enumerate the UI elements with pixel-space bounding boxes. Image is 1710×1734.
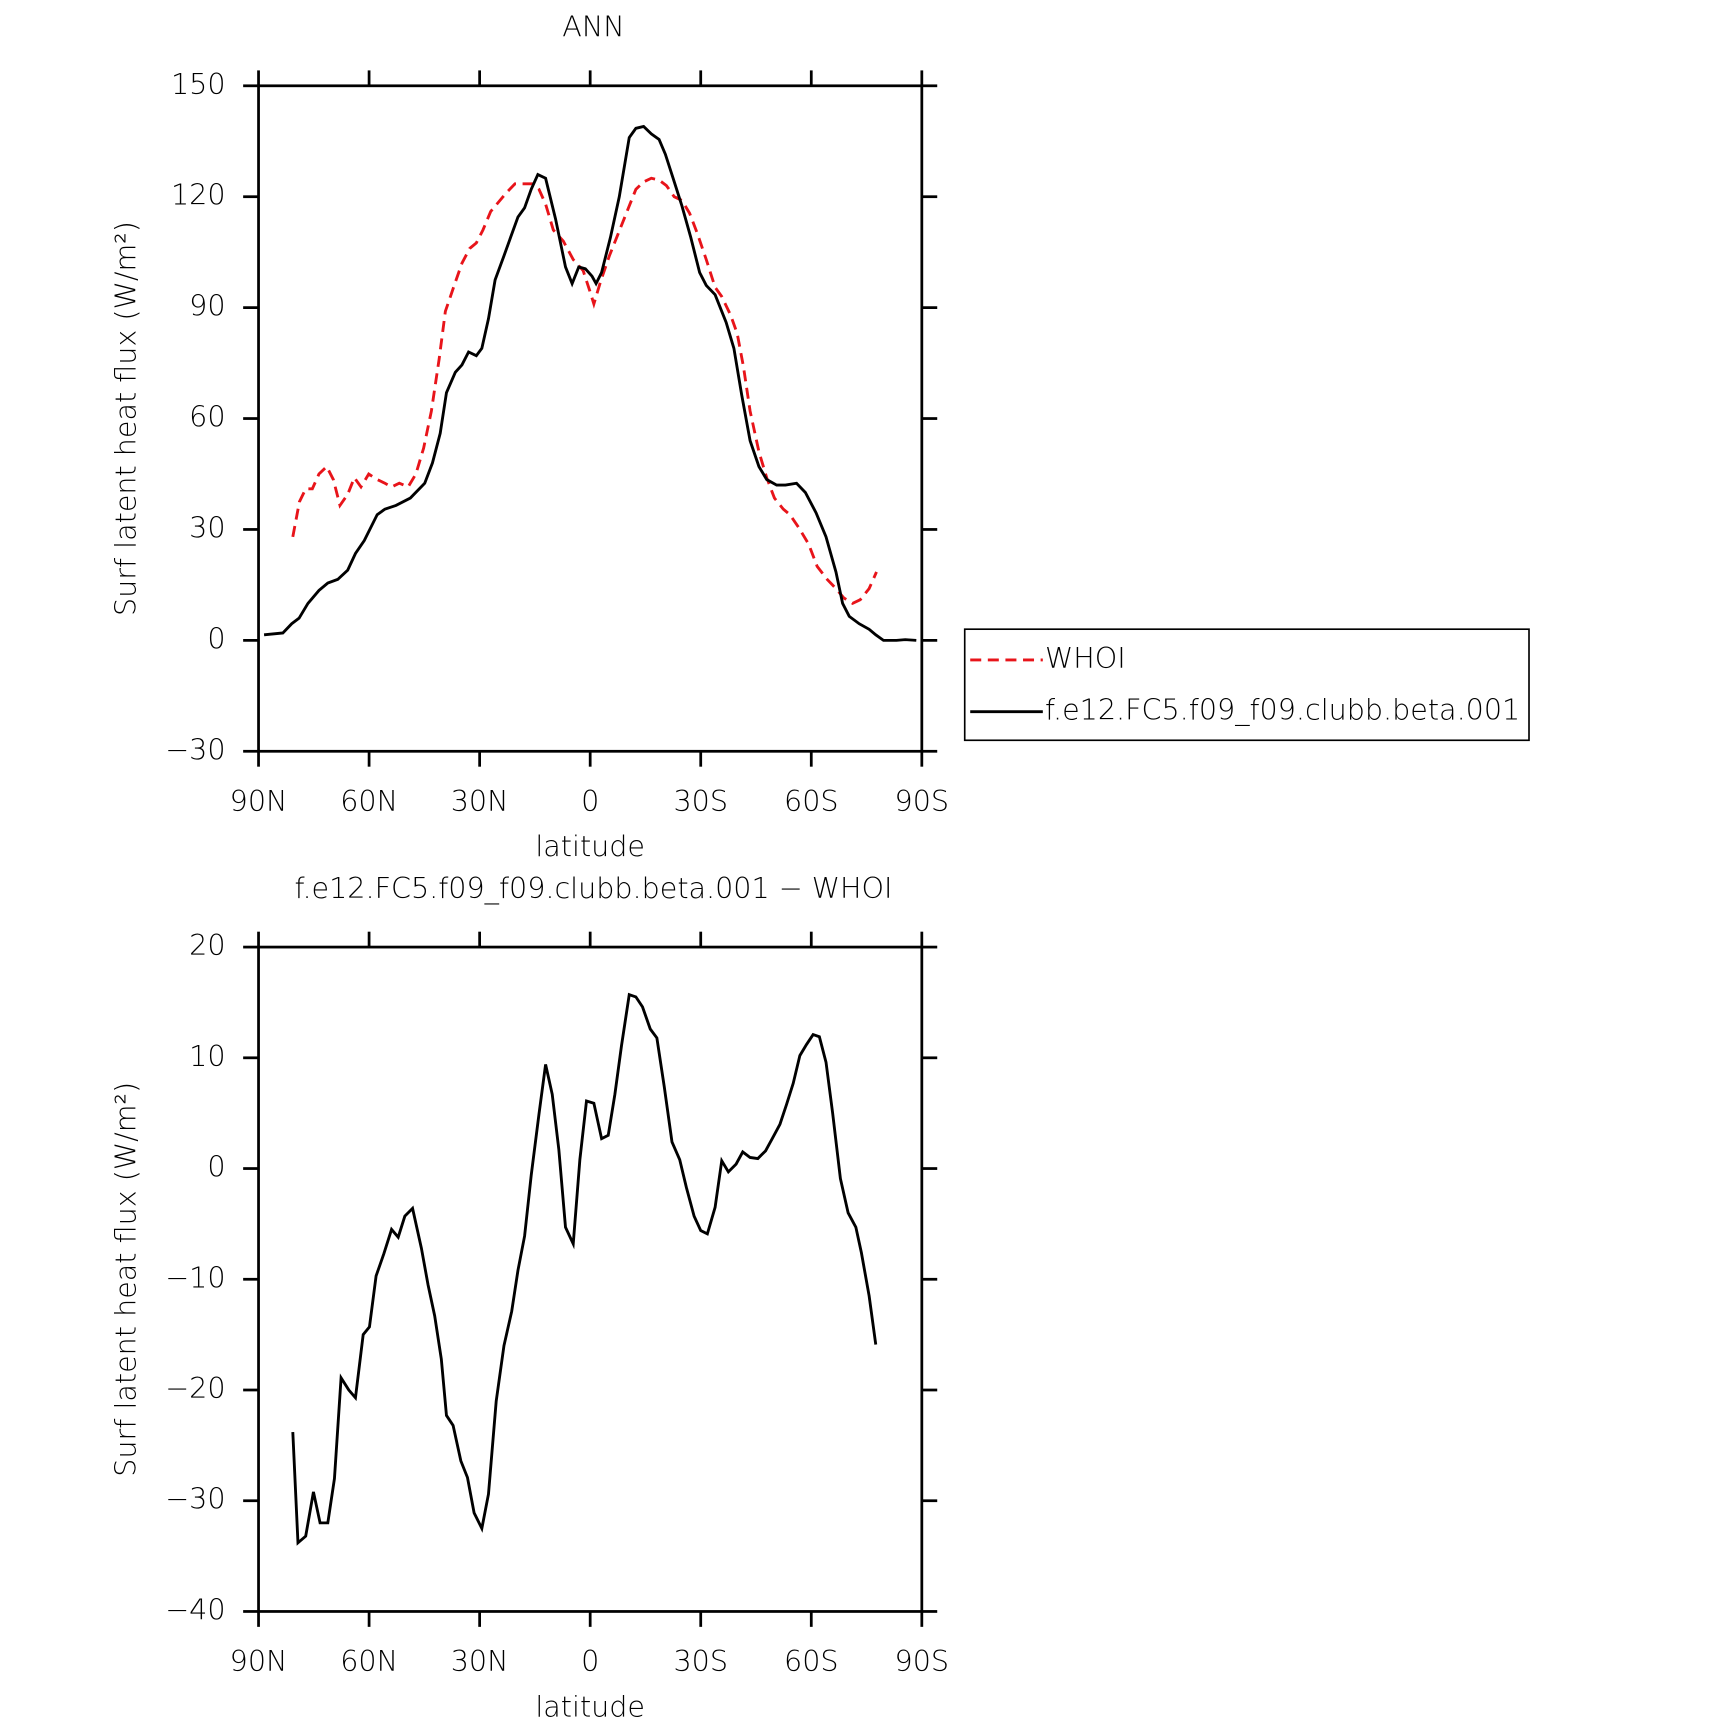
x-tick-label: 60N — [340, 784, 398, 818]
data-line — [291, 992, 878, 1546]
y-tick-label: −20 — [165, 1371, 225, 1405]
y-tick-label: 0 — [207, 1150, 225, 1184]
y-tick-label: 60 — [189, 400, 225, 434]
chart-title: f.e12.FC5.f09_f09.clubb.beta.001 − WHOI — [294, 871, 892, 906]
x-tick-label: 60S — [784, 1644, 839, 1678]
legend: WHOI f.e12.FC5.f09_f09.clubb.beta.001 — [963, 628, 1530, 742]
x-tick-label: 60S — [784, 784, 839, 818]
x-tick-label: 90N — [230, 1644, 288, 1678]
x-tick-label: 0 — [581, 1644, 599, 1678]
y-tick-label: 10 — [189, 1039, 225, 1073]
x-tick-label: 90S — [895, 784, 950, 818]
x-tick-label: 30N — [451, 784, 509, 818]
x-tick-label: 0 — [581, 784, 599, 818]
plot-frame — [257, 84, 924, 753]
x-tick-label: 30N — [451, 1644, 509, 1678]
y-tick-label: 30 — [189, 510, 225, 544]
y-tick-label: 90 — [189, 289, 225, 323]
x-tick-label: 30S — [673, 784, 728, 818]
y-tick-label: −30 — [165, 732, 225, 766]
y-axis-label: Surf latent heat flux (W/m²) — [109, 1082, 143, 1477]
legend-label: f.e12.FC5.f09_f09.clubb.beta.001 — [1045, 693, 1520, 728]
chart-title: ANN — [562, 10, 624, 44]
x-tick-label: 30S — [673, 1644, 728, 1678]
legend-label: WHOI — [1045, 641, 1126, 675]
y-tick-label: −40 — [165, 1592, 225, 1626]
data-line — [291, 176, 878, 606]
y-tick-label: 150 — [171, 67, 226, 101]
y-tick-label: 20 — [189, 928, 225, 962]
x-tick-label: 90N — [230, 784, 288, 818]
x-axis-label: latitude — [535, 829, 645, 863]
y-tick-label: −30 — [165, 1482, 225, 1516]
y-axis-label: Surf latent heat flux (W/m²) — [109, 221, 143, 616]
x-axis-label: latitude — [535, 1689, 645, 1723]
legend-box — [963, 628, 1530, 742]
x-tick-label: 60N — [340, 1644, 398, 1678]
y-tick-label: 120 — [171, 178, 226, 212]
data-line — [263, 124, 917, 642]
y-tick-label: −10 — [165, 1260, 225, 1294]
y-tick-label: 0 — [207, 621, 225, 655]
x-tick-label: 90S — [895, 1644, 950, 1678]
